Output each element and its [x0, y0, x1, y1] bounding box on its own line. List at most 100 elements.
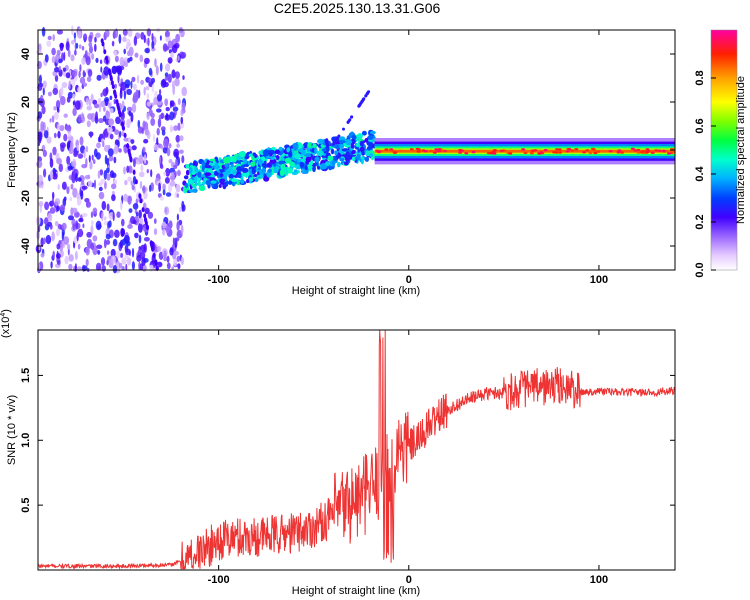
- spectrogram-cell: [150, 118, 156, 126]
- spectrogram-cell: [134, 52, 139, 58]
- spectrogram-cell: [279, 169, 285, 176]
- spectrogram-cell: [162, 229, 166, 236]
- spectrogram-cell: [667, 152, 671, 155]
- spectrogram-cell: [100, 100, 106, 108]
- spectrogram-cell: [174, 71, 180, 79]
- spectrogram-cell: [103, 66, 110, 76]
- spectrogram-cell: [50, 261, 53, 269]
- spectrogram-cell: [181, 86, 187, 97]
- spectrogram-cell: [78, 217, 84, 223]
- spectrogram-cell: [630, 147, 635, 150]
- spectrogram-cell: [204, 172, 212, 177]
- spectrogram-cell: [154, 259, 158, 265]
- spectrogram-cell: [94, 179, 96, 189]
- spectrogram-cell: [115, 116, 121, 125]
- spectrogram-cell: [51, 115, 55, 123]
- spectrogram-cell: [168, 143, 172, 149]
- spectrogram-cell: [267, 168, 272, 173]
- spectrogram-cell: [84, 50, 88, 59]
- spectrogram-cell: [72, 100, 76, 106]
- spectrogram-cell: [118, 262, 123, 269]
- spectrogram-cell: [87, 69, 93, 77]
- spectrogram-cell: [86, 76, 92, 83]
- spectrogram-cell: [88, 180, 93, 188]
- spectrogram-cell: [38, 134, 42, 144]
- spectrogram-cell: [130, 139, 135, 144]
- spectrogram-cell: [75, 220, 79, 230]
- spectrogram-cell: [113, 50, 118, 57]
- spectrogram-cell: [95, 152, 101, 160]
- spectrogram-cell: [132, 83, 137, 90]
- spectrogram-cell: [307, 142, 312, 149]
- spectrogram-cell: [164, 206, 170, 216]
- spectrogram-cell: [177, 98, 181, 105]
- spectrogram-cell: [58, 163, 63, 172]
- spectrogram-cell: [65, 125, 72, 132]
- spectrogram-cell: [43, 130, 49, 139]
- spectrogram-cell: [508, 152, 513, 155]
- spectrogram-cell: [99, 59, 103, 65]
- spectrogram-cell: [137, 119, 141, 129]
- spectrogram-cell: [188, 178, 193, 184]
- spectrogram-cell: [126, 106, 133, 112]
- spectrogram-cell: [165, 63, 171, 72]
- spectrogram-cell: [127, 224, 133, 230]
- spectrogram-cell: [126, 165, 130, 173]
- spectrogram-cell: [159, 156, 162, 166]
- spectrogram-cell: [111, 183, 117, 190]
- spectrogram-cell: [393, 151, 398, 154]
- spectrogram-cell: [123, 48, 126, 55]
- spectrogram-x-label: Height of straight line (km): [292, 285, 420, 297]
- spectrogram-cell: [164, 177, 170, 184]
- spectrogram-cell: [157, 118, 162, 128]
- spectrogram-cell: [97, 170, 101, 179]
- spectrogram-cell: [153, 228, 158, 236]
- spectrogram-cell: [110, 248, 116, 258]
- spectrogram-cell: [88, 98, 92, 107]
- spectrogram-cell: [65, 72, 71, 79]
- spectrogram-cell: [118, 34, 122, 44]
- spectrogram-cell: [224, 162, 229, 168]
- spectrogram-cell: [180, 224, 184, 235]
- spectrogram-cell: [102, 115, 107, 122]
- spectrogram-cell: [147, 211, 154, 219]
- spectrogram-cell: [537, 152, 542, 155]
- spectrogram-cell: [92, 235, 98, 242]
- spectrogram-cell: [327, 155, 334, 161]
- spectrogram-cell: [126, 38, 131, 49]
- spectrogram-cell: [297, 166, 301, 170]
- spectrogram-cell: [299, 158, 307, 162]
- y-tick-label: 0: [20, 147, 32, 153]
- spectrogram-cell: [77, 86, 82, 93]
- spectrogram-cell: [39, 98, 45, 108]
- spectrogram-cell: [82, 212, 88, 218]
- spectrogram-cell: [91, 220, 94, 226]
- spectrogram-cell: [56, 29, 63, 35]
- spectrogram-cell: [63, 236, 70, 245]
- spectrogram-cell: [163, 138, 169, 149]
- spectrogram-cell: [105, 55, 108, 61]
- spectrogram-cell: [657, 149, 662, 152]
- spectrogram-cell: [188, 166, 193, 174]
- spectrogram-cell: [120, 200, 123, 211]
- spectrogram-cell: [499, 149, 504, 152]
- spectrogram-cell: [51, 231, 55, 242]
- spectrogram-cell: [74, 49, 77, 56]
- spectrogram-cell: [120, 87, 123, 94]
- spectrogram-cell: [96, 262, 102, 270]
- spectrogram-cell: [130, 80, 133, 90]
- spectrogram-cell: [98, 186, 103, 192]
- spectrogram-cell: [49, 118, 52, 123]
- spectrogram-cell: [86, 231, 92, 238]
- spectrogram-cell: [54, 221, 59, 227]
- spectrogram-cell: [91, 53, 95, 60]
- spectrogram-cell: [52, 146, 57, 156]
- spectrogram-cell: [364, 94, 368, 98]
- spectrogram-cell: [86, 200, 89, 208]
- spectrogram-cell: [138, 234, 142, 244]
- spectrogram-cell: [280, 163, 286, 171]
- spectrogram-cell: [347, 119, 351, 123]
- spectrogram-cell: [75, 172, 78, 183]
- spectrogram-cell: [53, 106, 57, 111]
